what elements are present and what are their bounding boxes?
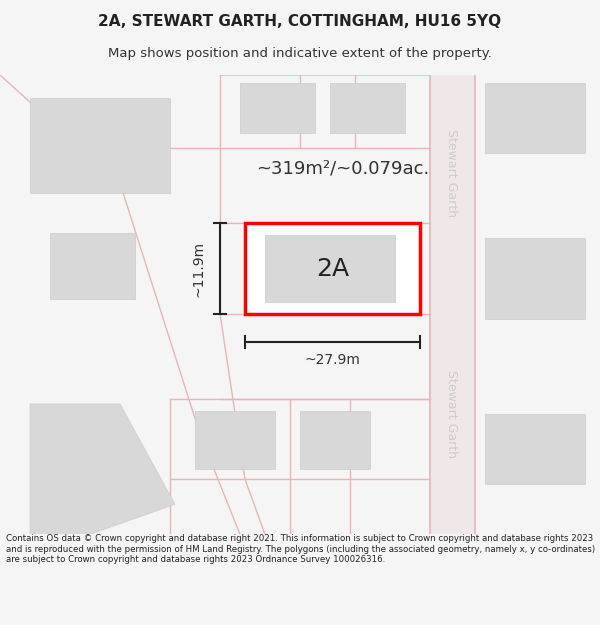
- Text: 2A, STEWART GARTH, COTTINGHAM, HU16 5YQ: 2A, STEWART GARTH, COTTINGHAM, HU16 5YQ: [98, 14, 502, 29]
- Bar: [240, 83, 315, 133]
- Text: ~27.9m: ~27.9m: [305, 353, 361, 367]
- Text: Map shows position and indicative extent of the property.: Map shows position and indicative extent…: [108, 48, 492, 61]
- Text: ~11.9m: ~11.9m: [191, 241, 205, 297]
- Text: Stewart Garth: Stewart Garth: [445, 129, 458, 218]
- Bar: [265, 236, 395, 302]
- Bar: [30, 98, 170, 193]
- Bar: [485, 414, 585, 484]
- Bar: [485, 239, 585, 319]
- Text: Contains OS data © Crown copyright and database right 2021. This information is : Contains OS data © Crown copyright and d…: [6, 534, 595, 564]
- Bar: [195, 411, 275, 469]
- Bar: [330, 83, 405, 133]
- Bar: [300, 411, 370, 469]
- Bar: [485, 83, 585, 153]
- Text: Stewart Garth: Stewart Garth: [445, 370, 458, 458]
- Bar: [430, 75, 475, 534]
- Bar: [50, 234, 135, 299]
- Polygon shape: [30, 404, 175, 534]
- Text: 2A: 2A: [316, 257, 349, 281]
- Bar: [245, 224, 420, 314]
- Text: ~319m²/~0.079ac.: ~319m²/~0.079ac.: [256, 159, 429, 177]
